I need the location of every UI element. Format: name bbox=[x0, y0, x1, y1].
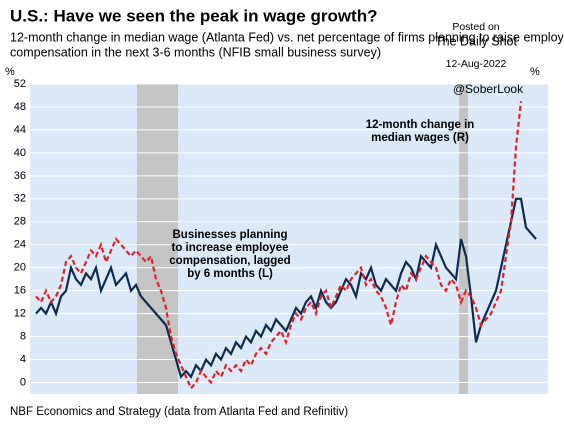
chart-title: U.S.: Have we seen the peak in wage grow… bbox=[10, 6, 377, 25]
watermark: Posted on bbox=[452, 21, 499, 33]
series-label: Businesses planning bbox=[172, 229, 287, 241]
watermark: 12-Aug-2022 bbox=[446, 58, 507, 70]
subtitle: 12-month change in median wage (Atlanta … bbox=[10, 30, 564, 44]
y2-axis-label: % bbox=[530, 66, 540, 78]
y-tick-label: 4 bbox=[20, 353, 26, 365]
y-tick-label: 48 bbox=[14, 101, 26, 113]
y-tick-label: 32 bbox=[14, 193, 26, 205]
y-tick-label: 0 bbox=[20, 376, 26, 388]
source: NBF Economics and Strategy (data from At… bbox=[10, 406, 348, 418]
series-line bbox=[35, 197, 537, 380]
series-line bbox=[35, 101, 523, 391]
series-label: to increase employee bbox=[172, 242, 289, 254]
y-tick-label: 28 bbox=[14, 216, 26, 228]
y-axis-label: % bbox=[5, 66, 15, 78]
y-tick-label: 24 bbox=[14, 239, 26, 251]
y-tick-label: 52 bbox=[14, 78, 26, 90]
y-tick-label: 40 bbox=[14, 147, 26, 159]
y-tick-label: 16 bbox=[14, 285, 26, 297]
y-tick-label: 44 bbox=[14, 124, 26, 136]
subtitle: compensation in the next 3-6 months (NFI… bbox=[10, 45, 381, 59]
series-label: by 6 months (L) bbox=[187, 268, 273, 280]
y-tick-label: 8 bbox=[20, 330, 26, 342]
watermark: The Daily Shot bbox=[435, 34, 518, 48]
y-tick-label: 36 bbox=[14, 170, 26, 182]
series-label: 12-month change in bbox=[366, 119, 475, 131]
series-label: compensation, lagged bbox=[169, 255, 290, 267]
shaded-region bbox=[459, 84, 468, 394]
handle: @SoberLook bbox=[453, 82, 524, 96]
y-tick-label: 20 bbox=[14, 262, 26, 274]
y-tick-label: 12 bbox=[14, 308, 26, 320]
series-label: median wages (R) bbox=[371, 132, 469, 144]
